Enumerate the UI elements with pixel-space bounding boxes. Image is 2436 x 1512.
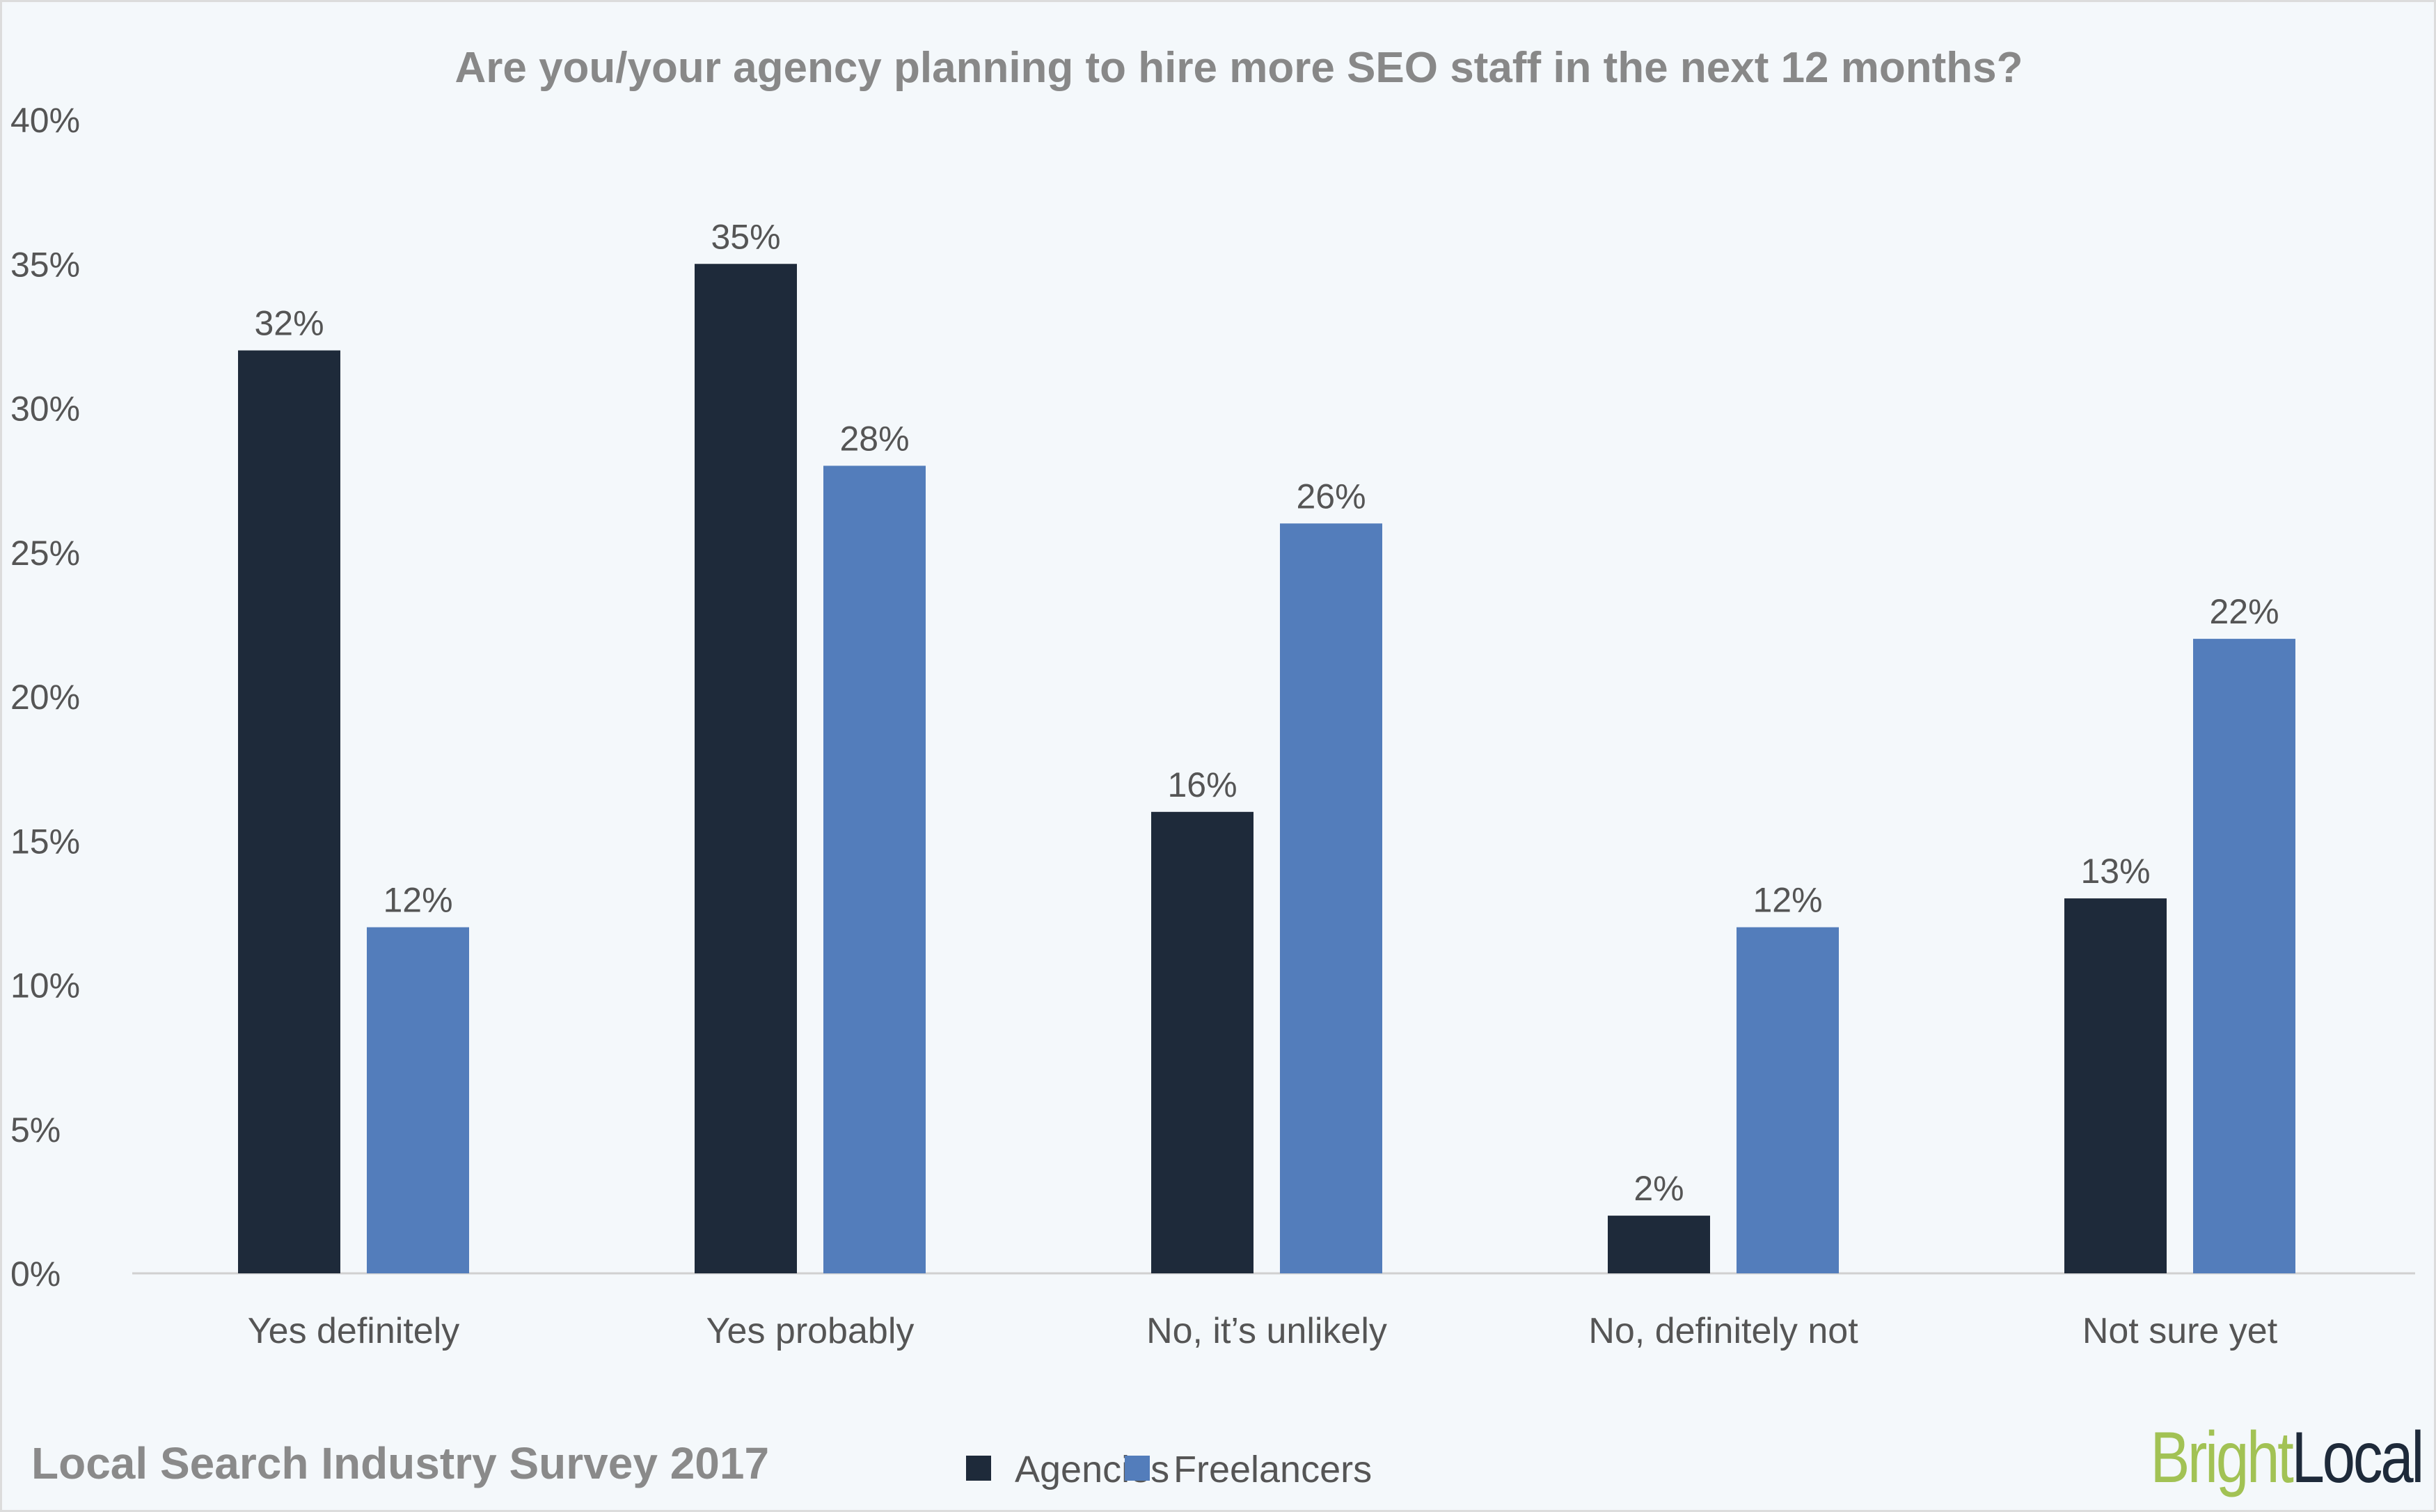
- y-tick-label: 0%: [10, 1255, 61, 1294]
- bar-agencies: [2064, 898, 2167, 1273]
- data-label: 28%: [839, 419, 909, 458]
- chart-title: Are you/your agency planning to hire mor…: [454, 44, 2023, 92]
- bar-freelancers: [1280, 523, 1382, 1273]
- logo-text-local: Local: [2292, 1417, 2422, 1498]
- y-tick-label: 30%: [10, 390, 80, 429]
- bar-agencies: [1608, 1216, 1710, 1273]
- bar-agencies: [238, 350, 340, 1274]
- data-label: 32%: [254, 304, 324, 343]
- data-label: 26%: [1296, 477, 1366, 516]
- legend-swatch-freelancers: [1125, 1456, 1150, 1481]
- bar-freelancers: [1737, 927, 1839, 1273]
- bars: 32% 12% 35% 28% 16% 26% 2% 12% 13% 22%: [238, 217, 2295, 1274]
- x-axis: Yes definitely Yes probably No, it’s unlik…: [248, 1311, 2278, 1351]
- legend: Agencies Freelancers: [966, 1449, 1372, 1490]
- y-tick-label: 15%: [10, 822, 80, 861]
- x-tick-label: Not sure yet: [2082, 1311, 2278, 1351]
- x-tick-label: Yes definitely: [248, 1311, 460, 1351]
- y-axis: 0% 5% 10% 15% 20% 25% 30% 35% 40%: [10, 101, 80, 1294]
- y-tick-label: 10%: [10, 966, 80, 1005]
- y-tick-label: 25%: [10, 534, 80, 573]
- y-tick-label: 40%: [10, 101, 80, 140]
- data-label: 16%: [1167, 765, 1237, 804]
- data-label: 35%: [711, 217, 780, 256]
- x-tick-label: No, definitely not: [1588, 1311, 1858, 1351]
- bar-freelancers: [2193, 639, 2295, 1273]
- y-tick-label: 35%: [10, 245, 80, 284]
- bar-freelancers: [367, 927, 469, 1273]
- x-tick-label: No, it’s unlikely: [1146, 1311, 1387, 1351]
- svg-text:BrightLocal: BrightLocal: [2150, 1417, 2422, 1498]
- x-tick-label: Yes probably: [706, 1311, 915, 1351]
- data-label: 13%: [2080, 852, 2150, 891]
- bar-freelancers: [823, 465, 926, 1273]
- data-label: 22%: [2209, 592, 2279, 631]
- y-tick-label: 20%: [10, 678, 80, 717]
- survey-label: Local Search Industry Survey 2017: [31, 1438, 769, 1488]
- data-label: 12%: [1753, 881, 1822, 920]
- bar-agencies: [695, 264, 797, 1273]
- legend-label-freelancers: Freelancers: [1173, 1449, 1372, 1490]
- brightlocal-logo: BrightLocal: [2150, 1417, 2424, 1498]
- legend-swatch-agencies: [966, 1456, 991, 1481]
- logo-text-bright: Bright: [2150, 1417, 2293, 1498]
- bar-agencies: [1151, 811, 1253, 1273]
- data-label: 12%: [383, 881, 452, 920]
- data-label: 2%: [1634, 1169, 1684, 1208]
- y-tick-label: 5%: [10, 1111, 61, 1149]
